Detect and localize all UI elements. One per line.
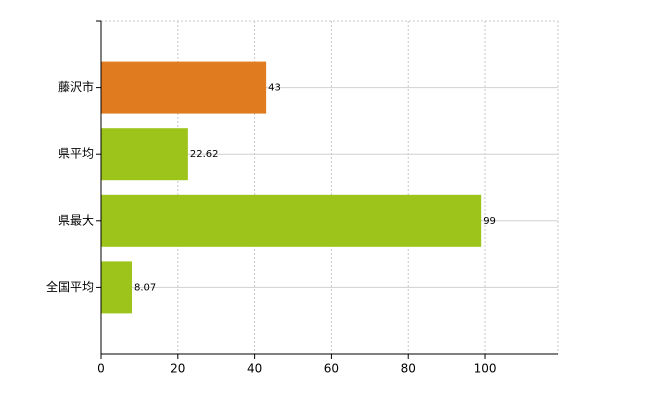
x-tick-label: 80: [401, 362, 416, 376]
bar: [101, 61, 267, 114]
x-tick-label: 20: [170, 362, 185, 376]
x-tick-label: 60: [324, 362, 339, 376]
x-tick-label: 0: [97, 362, 105, 376]
y-tick-label: 県平均: [58, 147, 94, 161]
y-tick-label: 藤沢市: [58, 79, 94, 94]
bar: [101, 128, 188, 181]
bar: [101, 194, 482, 247]
value-label: 22.62: [190, 149, 219, 160]
value-label: 99: [483, 216, 496, 227]
y-tick-label: 県最大: [58, 213, 94, 227]
x-tick-label: 100: [474, 362, 497, 376]
x-tick-label: 40: [247, 362, 262, 376]
value-label: 43: [268, 83, 281, 94]
bar: [101, 261, 132, 314]
y-tick-label: 全国平均: [46, 279, 94, 294]
value-label: 8.07: [134, 282, 156, 293]
